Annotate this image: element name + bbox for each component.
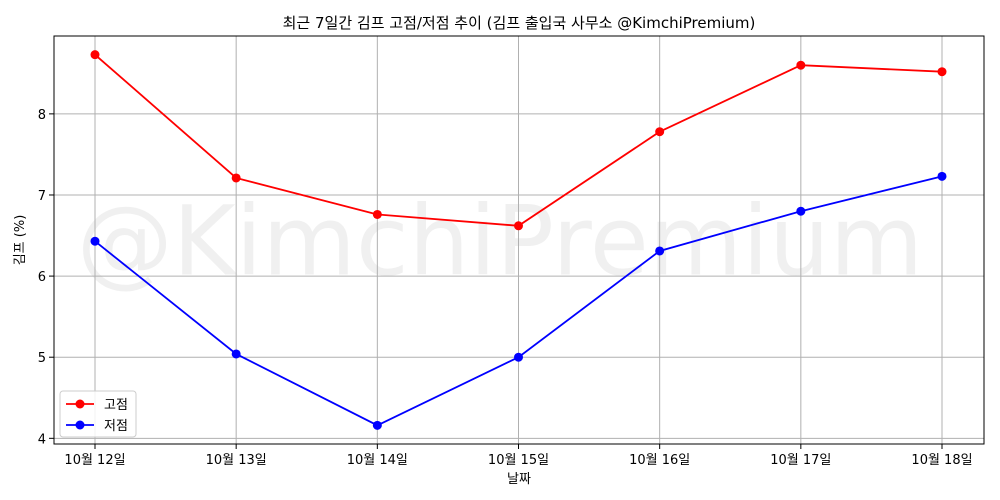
x-tick-label: 10월 13일 bbox=[206, 453, 267, 468]
y-axis: 4 5 6 7 8 bbox=[38, 108, 54, 447]
data-point-1-6 bbox=[937, 171, 947, 181]
data-point-0-3 bbox=[514, 221, 523, 231]
legend-swatch-marker bbox=[75, 399, 85, 409]
data-point-0-0 bbox=[90, 50, 100, 60]
data-point-1-3 bbox=[514, 352, 523, 362]
data-point-1-0 bbox=[90, 236, 100, 246]
data-point-1-5 bbox=[796, 206, 806, 216]
y-tick-label: 5 bbox=[38, 351, 46, 366]
data-point-0-1 bbox=[231, 173, 241, 183]
y-tick-label: 7 bbox=[38, 189, 46, 204]
watermark: @KimchiPremium bbox=[77, 185, 924, 297]
x-tick-label: 10월 14일 bbox=[347, 453, 408, 468]
x-tick-label: 10월 15일 bbox=[488, 453, 549, 468]
y-axis-label: 김프 (%) bbox=[13, 215, 28, 266]
data-point-0-2 bbox=[372, 209, 382, 219]
y-tick-label: 4 bbox=[38, 432, 46, 447]
legend-swatch-marker bbox=[75, 420, 85, 430]
data-point-0-4 bbox=[655, 127, 665, 137]
chart-title: 최근 7일간 김프 고점/저점 추이 (김프 출입국 사무소 @KimchiPr… bbox=[283, 14, 756, 32]
data-point-1-4 bbox=[655, 246, 665, 256]
legend-label: 고점 bbox=[104, 398, 128, 413]
series-layer bbox=[90, 50, 947, 430]
x-tick-label: 10월 12일 bbox=[64, 453, 125, 468]
data-point-1-1 bbox=[231, 349, 241, 359]
y-tick-label: 8 bbox=[38, 108, 46, 123]
y-tick-label: 6 bbox=[38, 270, 46, 285]
x-axis: 10월 12일 10월 13일 10월 14일 10월 15일 10월 16일 10월 1… bbox=[64, 444, 973, 468]
data-point-0-6 bbox=[937, 67, 947, 77]
x-tick-label: 10월 17일 bbox=[770, 453, 831, 468]
legend-label: 저점 bbox=[104, 419, 128, 434]
x-axis-label: 날짜 bbox=[507, 472, 531, 487]
x-tick-label: 10월 16일 bbox=[629, 453, 690, 468]
data-point-0-5 bbox=[796, 60, 806, 70]
x-tick-label: 10월 18일 bbox=[911, 453, 972, 468]
data-point-1-2 bbox=[372, 420, 382, 430]
